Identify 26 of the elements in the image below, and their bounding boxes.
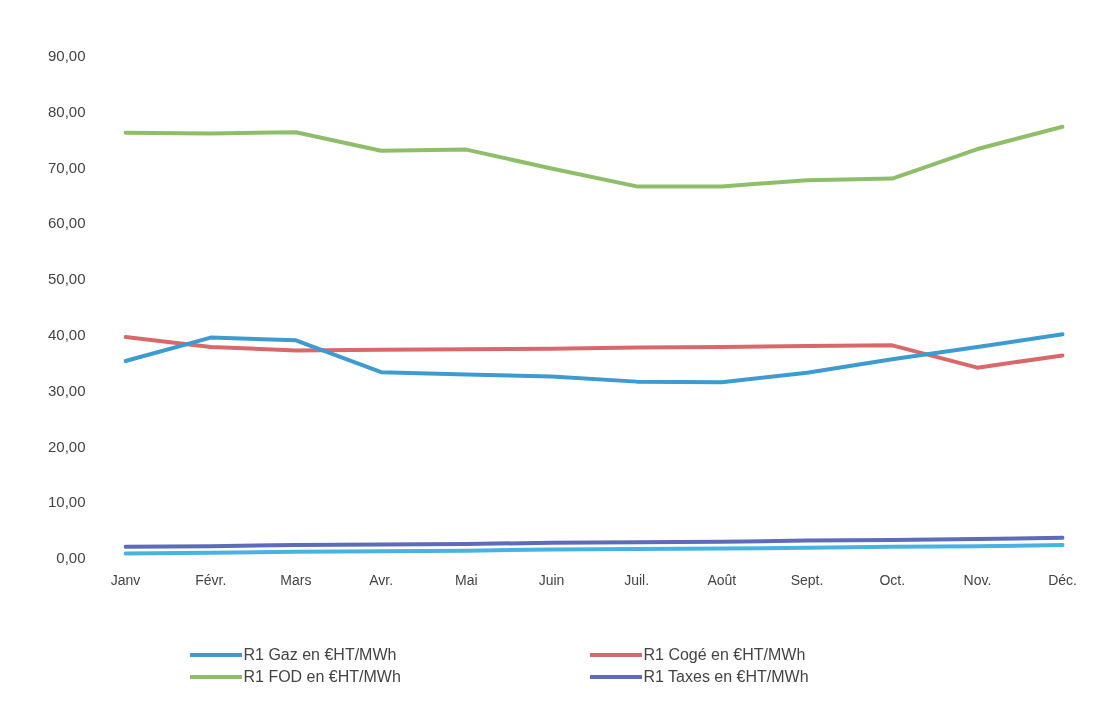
x-tick-label: Mars [280, 572, 312, 589]
x-tick-label: Juil. [624, 572, 650, 589]
legend-label: R1 Gaz en €HT/MWh [243, 646, 397, 664]
y-tick-label: 50,00 [47, 270, 86, 288]
y-tick-label: 30,00 [47, 381, 86, 399]
x-tick-label: Août [707, 572, 737, 589]
x-tick-label: Avr. [369, 572, 394, 589]
x-tick-label: Sept. [790, 572, 824, 589]
x-tick-label: Déc. [1048, 572, 1078, 589]
x-tick-label: Juin [538, 572, 565, 589]
y-tick-label: 10,00 [47, 493, 86, 511]
x-tick-label: Nov. [963, 572, 992, 589]
y-tick-label: 90,00 [47, 47, 86, 65]
legend-label: R1 Taxes en €HT/MWh [643, 668, 809, 686]
y-tick-label: 40,00 [47, 326, 86, 344]
y-tick-label: 20,00 [47, 437, 86, 455]
x-tick-label: Mai [455, 572, 478, 589]
y-tick-label: 60,00 [47, 214, 86, 232]
legend-label: R1 FOD en €HT/MWh [243, 668, 401, 686]
x-tick-label: Oct. [879, 572, 906, 589]
legend-label: R1 Cogé en €HT/MWh [643, 646, 806, 664]
y-tick-label: 80,00 [47, 102, 86, 120]
y-tick-label: 0,00 [56, 549, 86, 567]
x-tick-label: Févr. [195, 572, 227, 589]
y-tick-label: 70,00 [47, 158, 86, 176]
x-tick-label: Janv [110, 572, 141, 589]
